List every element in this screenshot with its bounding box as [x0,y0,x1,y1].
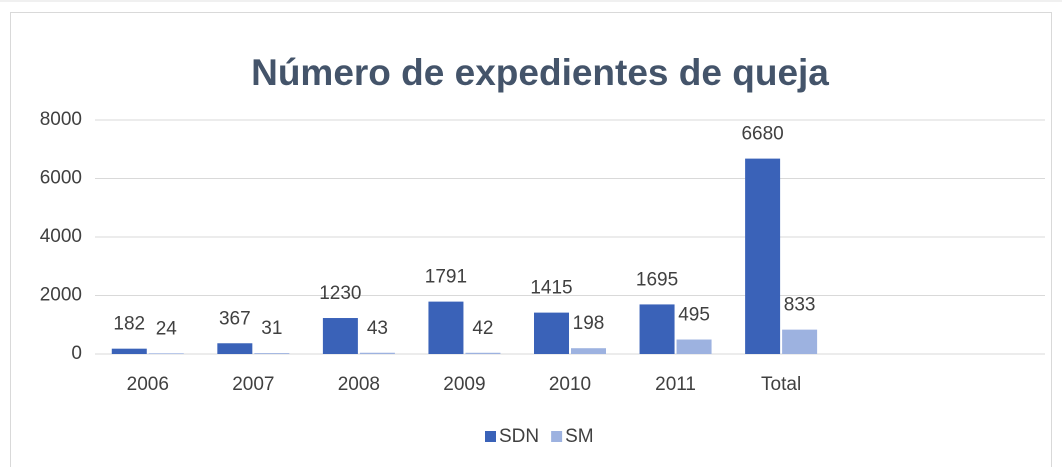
bar [782,329,818,354]
x-tick-label: Total [761,374,801,395]
x-tick-label: 2010 [549,374,591,395]
data-label: 24 [156,318,178,339]
y-tick-label: 2000 [40,285,82,306]
legend-swatch [551,431,563,442]
bar [428,301,464,354]
bar [359,352,395,354]
data-label: 1415 [530,278,572,299]
data-label: 6680 [741,124,783,145]
y-tick-label: 4000 [40,226,82,247]
y-tick-label: 8000 [40,109,82,130]
bar [111,348,147,354]
legend-swatch [485,431,496,442]
bar [639,304,675,354]
x-tick-label: 2006 [127,374,169,395]
bar [534,312,569,354]
x-tick-label: 2008 [338,374,380,395]
y-tick-label: 6000 [40,168,82,189]
chart-title: Número de expedientes de queja [251,52,829,93]
data-label: 43 [367,318,388,339]
bar [254,353,290,354]
bar [676,339,712,354]
legend-label: SM [565,426,594,447]
data-label: 1230 [319,283,361,304]
data-label: 833 [784,295,816,316]
bar [465,352,501,354]
data-label: 1695 [636,269,678,290]
data-label: 495 [678,305,710,326]
bar [217,343,253,354]
x-tick-label: 2009 [443,374,485,395]
legend-label: SDN [499,426,539,447]
bar [148,353,184,354]
data-label: 198 [573,313,605,334]
data-label: 1791 [425,267,467,288]
x-tick-label: 2011 [655,374,696,395]
bar [745,158,781,354]
data-label: 42 [472,318,493,339]
data-label: 367 [219,308,251,329]
data-label: 182 [113,314,145,335]
x-tick-label: 2007 [232,374,274,395]
data-label: 31 [261,318,282,339]
chart-frame [10,12,1052,467]
bar [322,318,358,354]
y-tick-label: 0 [71,343,82,364]
bar [571,348,606,354]
